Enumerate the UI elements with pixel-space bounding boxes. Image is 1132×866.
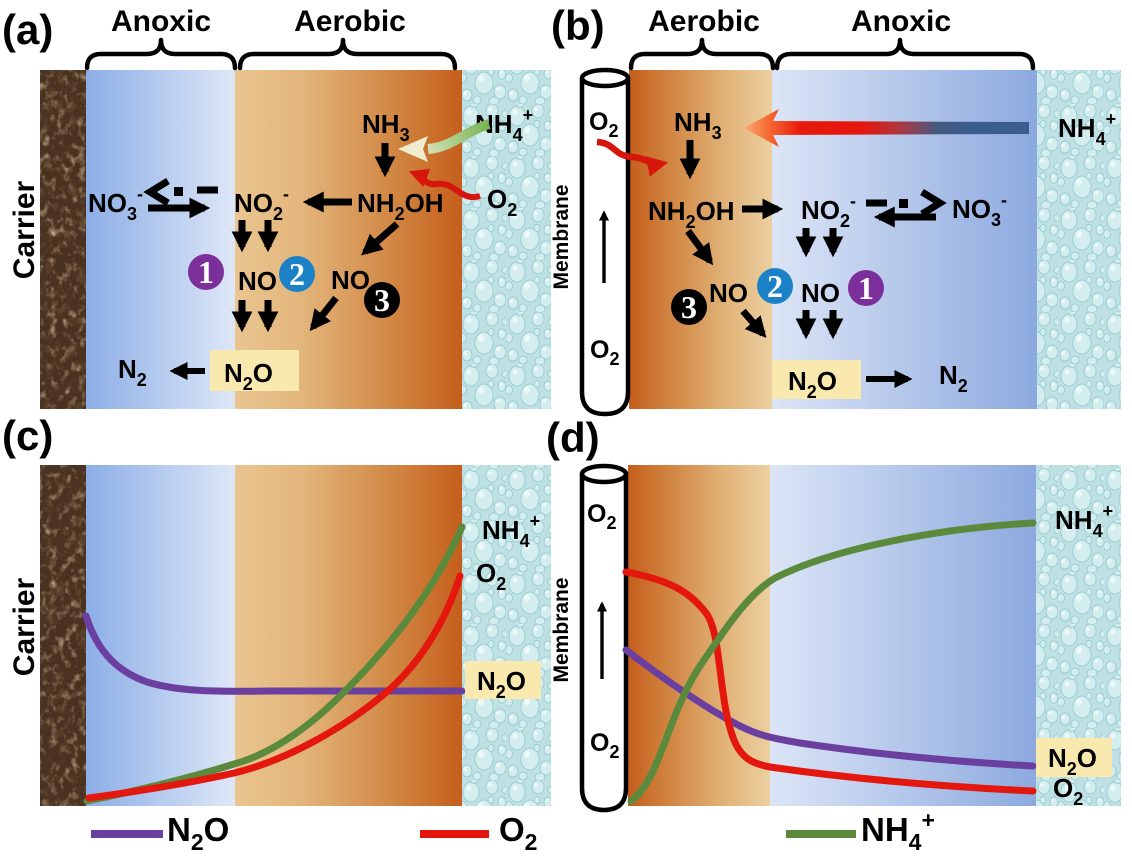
svg-text:1: 1: [858, 270, 874, 306]
svg-text:(a): (a): [2, 6, 53, 53]
svg-text:3: 3: [374, 282, 390, 318]
svg-text:Membrane: Membrane: [550, 577, 573, 682]
svg-text:NO: NO: [238, 266, 277, 296]
svg-text:Membrane: Membrane: [550, 184, 573, 289]
svg-text:Anoxic: Anoxic: [111, 5, 211, 38]
svg-text:Aerobic: Aerobic: [648, 5, 760, 38]
svg-text:2: 2: [289, 256, 305, 292]
svg-text:NO: NO: [709, 278, 748, 308]
svg-text:(d): (d): [546, 414, 600, 461]
svg-text:3: 3: [681, 289, 697, 325]
svg-text:Aerobic: Aerobic: [294, 5, 406, 38]
svg-text:O2: O2: [499, 811, 537, 855]
svg-text:Carrier: Carrier: [8, 577, 41, 676]
svg-text:1: 1: [198, 254, 214, 290]
svg-text:Carrier: Carrier: [8, 180, 41, 279]
svg-text:2: 2: [767, 268, 783, 304]
svg-text:NO: NO: [801, 278, 840, 308]
svg-text:(b): (b): [551, 2, 605, 49]
svg-text:(c): (c): [2, 412, 53, 459]
svg-text:NO: NO: [331, 265, 370, 295]
svg-text:Anoxic: Anoxic: [851, 5, 951, 38]
